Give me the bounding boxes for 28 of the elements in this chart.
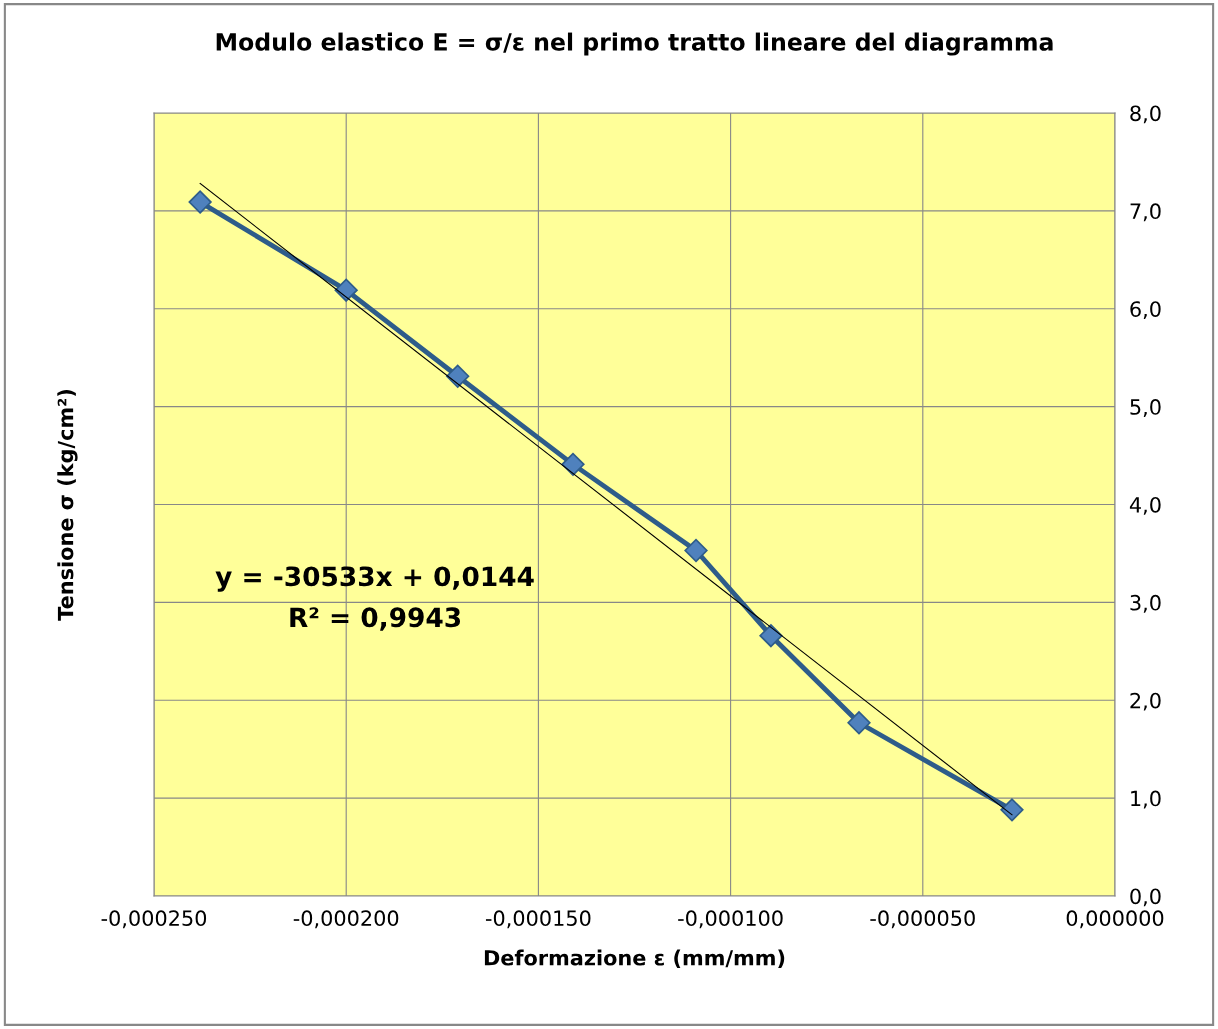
point xyxy=(188,190,212,214)
point xyxy=(1000,798,1024,822)
x-tick-label: -0,000150 xyxy=(485,910,591,929)
x-tick-label: -0,000050 xyxy=(870,910,975,929)
point xyxy=(334,278,358,302)
y-tick-label: 3,0 xyxy=(1130,594,1161,613)
point xyxy=(561,452,585,477)
point xyxy=(847,711,871,735)
y-tick-label: 6,0 xyxy=(1130,301,1161,320)
chart-title: Modulo elastico E = σ/ε nel primo tratto lineare del diagramma xyxy=(216,32,1053,56)
y-tick-label: 4,0 xyxy=(1129,496,1161,515)
y-tick-label: 0,0 xyxy=(1130,888,1161,907)
point xyxy=(446,364,470,388)
annotation: y = -30533x + 0,0144 xyxy=(215,566,534,592)
y-tick-label: 2,0 xyxy=(1130,692,1161,711)
x-axis-title: Deformazione ε (mm/mm) xyxy=(484,949,785,969)
x-tick-label: 0,000000 xyxy=(1066,910,1164,929)
point xyxy=(759,624,783,648)
annotation: R² = 0,9943 xyxy=(290,607,461,631)
x-tick-label: -0,000200 xyxy=(293,910,399,929)
point xyxy=(684,538,708,563)
y-tick-label: 7,0 xyxy=(1130,203,1161,222)
x-tick-label: -0,000250 xyxy=(101,910,207,929)
x-tick-label: -0,000100 xyxy=(678,910,783,929)
y-tick-label: 5,0 xyxy=(1130,399,1161,417)
y-tick-label: 1,0 xyxy=(1131,790,1161,809)
y-axis-title: Tensione σ (kg/cm²) xyxy=(57,390,78,621)
y-tick-label: 8,0 xyxy=(1130,105,1161,124)
